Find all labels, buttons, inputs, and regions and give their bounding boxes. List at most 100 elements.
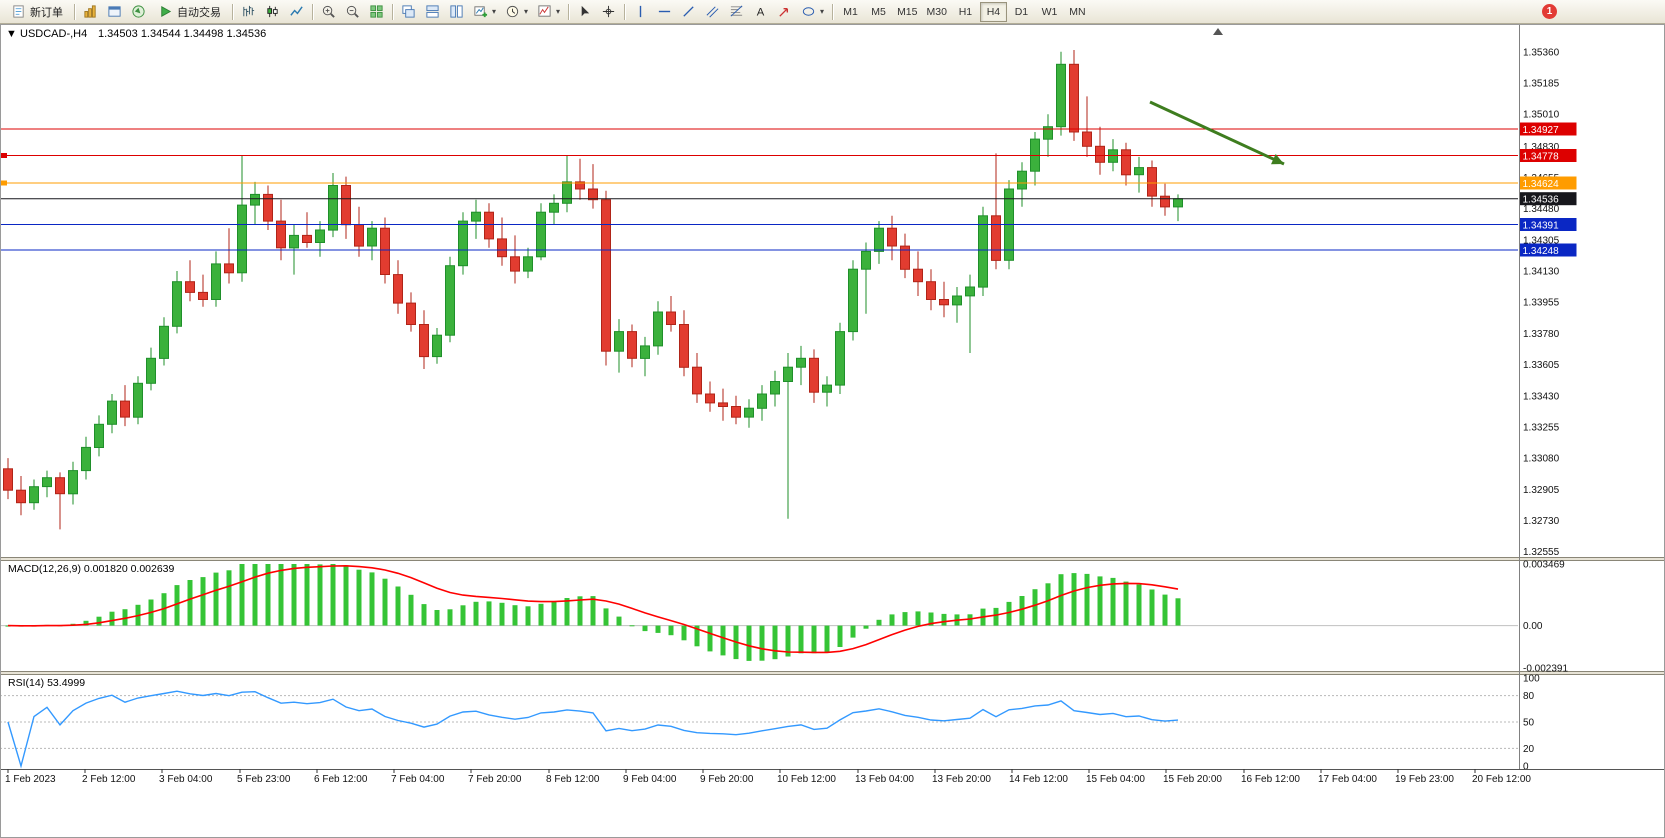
pane-splitter[interactable] — [0, 557, 1665, 561]
cascade-windows-button[interactable] — [397, 2, 420, 22]
chart-background — [0, 24, 1665, 838]
one-click-trading-toggle[interactable]: ▼ — [6, 28, 17, 40]
zoom-in-button[interactable] — [317, 2, 340, 22]
macd-histogram-bar — [694, 625, 700, 647]
candle — [42, 477, 52, 488]
timeframe-m30-button[interactable]: M30 — [923, 2, 951, 22]
navigator-button[interactable] — [127, 2, 150, 22]
candle — [1069, 63, 1079, 133]
candle — [549, 202, 559, 213]
trendline-icon — [683, 6, 694, 17]
timeframe-mn-button[interactable]: MN — [1064, 2, 1091, 22]
toolbar-separator — [312, 3, 313, 20]
arrows-button[interactable] — [773, 2, 796, 22]
pane-splitter[interactable] — [0, 671, 1665, 675]
macd-histogram-bar — [1162, 594, 1168, 626]
line-chart-button[interactable] — [285, 2, 308, 22]
period-button[interactable]: ▾ — [501, 2, 532, 22]
timeframe-w1-button[interactable]: W1 — [1036, 2, 1063, 22]
candlestick-chart-button[interactable] — [261, 2, 284, 22]
macd-histogram-bar — [1084, 573, 1090, 626]
fibonacci-button[interactable] — [725, 2, 748, 22]
candle — [1121, 149, 1131, 176]
candle — [822, 384, 832, 393]
chart-symbol-period: USDCAD-,H4 — [20, 28, 87, 40]
notification-badge[interactable]: 1 — [1542, 4, 1557, 19]
candle — [861, 250, 871, 270]
macd-histogram-bar — [668, 625, 674, 636]
text-button[interactable]: A — [749, 2, 772, 22]
navigator-icon — [132, 5, 145, 18]
candle — [796, 357, 806, 368]
timeframe-h4-button[interactable]: H4 — [979, 1, 1007, 22]
macd-histogram-bar — [837, 625, 843, 647]
tile-horizontal-button[interactable] — [421, 2, 444, 22]
chart-canvas[interactable]: 1.353601.351851.350101.348301.346551.344… — [0, 24, 1665, 838]
macd-histogram-bar — [1032, 589, 1038, 626]
time-axis-label: 9 Feb 04:00 — [623, 774, 677, 785]
candle — [874, 227, 884, 252]
new-chart-button[interactable]: ▾ — [469, 2, 500, 22]
time-axis-label: 20 Feb 12:00 — [1472, 774, 1531, 785]
candle — [887, 227, 897, 247]
crosshair-button[interactable] — [597, 2, 620, 22]
new-order-button[interactable]: 新订单 — [4, 2, 70, 22]
trend-arrow-annotation[interactable] — [1149, 100, 1285, 166]
tile-vertical-button[interactable] — [445, 2, 468, 22]
macd-histogram-bar — [382, 578, 388, 626]
time-axis-label: 13 Feb 04:00 — [855, 774, 914, 785]
tile-windows-button[interactable] — [365, 2, 388, 22]
macd-histogram-bar — [746, 625, 752, 661]
channel-button[interactable] — [701, 2, 724, 22]
macd-histogram-bar — [824, 625, 830, 653]
rsi-axis-label: 0 — [1523, 762, 1529, 773]
candle — [1056, 63, 1066, 128]
macd-histogram-bar — [915, 611, 921, 626]
dropdown-caret-icon: ▾ — [820, 7, 825, 16]
line-edge-handle[interactable] — [0, 153, 7, 158]
chart-shift-marker[interactable] — [1213, 28, 1223, 35]
macd-histogram-bar — [1097, 576, 1103, 626]
line-edge-handle[interactable] — [0, 180, 7, 186]
timeframe-h1-button[interactable]: H1 — [952, 2, 979, 22]
charts-button[interactable] — [79, 2, 102, 22]
vertical-line-button[interactable] — [629, 2, 652, 22]
autotrading-button[interactable]: 自动交易 — [151, 2, 228, 22]
channel-icon — [706, 6, 719, 18]
template-button[interactable]: ▾ — [533, 2, 564, 22]
rsi-axis-label: 50 — [1523, 718, 1535, 729]
macd-histogram-bar — [1123, 581, 1129, 626]
macd-histogram-bar — [876, 619, 882, 626]
crosshair-icon — [602, 5, 615, 18]
candle — [991, 215, 1001, 261]
timeframe-m5-button[interactable]: M5 — [865, 2, 892, 22]
dropdown-caret-icon: ▾ — [524, 7, 529, 16]
chart-ohlc-values: 1.34503 1.34544 1.34498 1.34536 — [98, 28, 266, 40]
price-badge — [1519, 218, 1577, 231]
timeframe-m15-button[interactable]: M15 — [893, 2, 921, 22]
macd-histogram-bar — [304, 564, 310, 626]
candle — [159, 325, 169, 359]
macd-histogram-bar — [109, 611, 115, 626]
shapes-button[interactable]: ▾ — [797, 2, 828, 22]
timeframe-d1-button[interactable]: D1 — [1008, 2, 1035, 22]
zoom-out-button[interactable] — [341, 2, 364, 22]
bar-chart-button[interactable] — [237, 2, 260, 22]
cursor-button[interactable] — [573, 2, 596, 22]
macd-histogram-bar — [941, 613, 947, 626]
candle — [666, 311, 676, 325]
horizontal-line-button[interactable] — [653, 2, 676, 22]
candle — [744, 407, 754, 418]
data-window-button[interactable] — [103, 2, 126, 22]
candle — [523, 256, 533, 272]
candle — [718, 402, 728, 407]
price-axis-label: 1.33955 — [1523, 298, 1560, 309]
timeframe-m1-button[interactable]: M1 — [837, 2, 864, 22]
tile-horizontal-icon — [426, 5, 439, 18]
candle — [120, 400, 130, 418]
macd-histogram-bar — [1136, 584, 1142, 626]
candle — [640, 345, 650, 359]
trendline-button[interactable] — [677, 2, 700, 22]
macd-histogram-bar — [291, 564, 297, 626]
macd-histogram-bar — [720, 625, 726, 656]
